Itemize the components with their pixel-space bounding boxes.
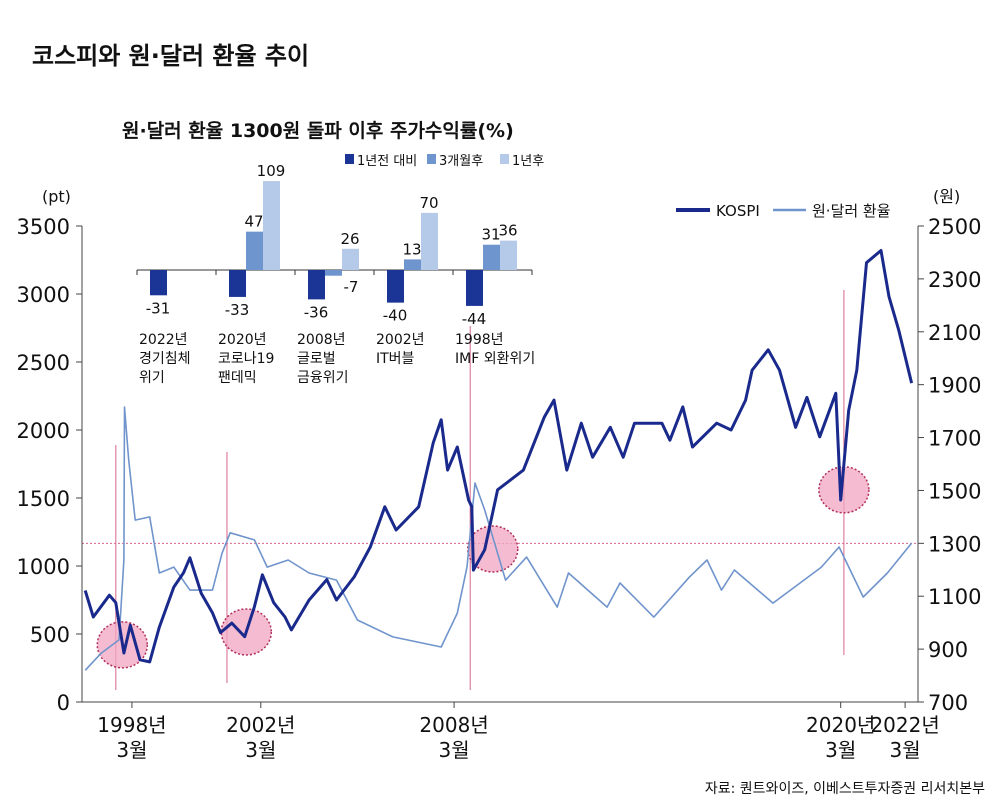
kospi-line — [83, 249, 914, 664]
inset-bar-label: -36 — [304, 303, 329, 321]
inset-category-line2: 글로벌 — [297, 351, 336, 367]
inset-bar — [342, 248, 359, 270]
left-tick-label: 2000 — [17, 419, 70, 443]
right-tick-label: 1100 — [928, 585, 981, 609]
left-tick-label: 3000 — [17, 283, 70, 307]
source-note: 자료: 퀀트와이즈, 이베스트투자증권 리서치본부 — [705, 781, 985, 797]
right-tick-label: 900 — [928, 638, 968, 662]
inset-bar-label: -40 — [383, 307, 408, 325]
inset-category-line1: 1998년 — [455, 332, 504, 348]
main-legend: KOSPI 원·달러 환율 — [676, 202, 891, 220]
x-tick-label-year: 2020년 — [806, 713, 875, 737]
inset-category-line3: 금융위기 — [297, 370, 349, 386]
inset-bar-label: -7 — [344, 278, 359, 296]
inset-category-line3: 팬데믹 — [218, 370, 257, 386]
inset-category-line1: 2008년 — [297, 332, 346, 348]
inset-bar — [325, 270, 342, 276]
right-tick-label: 1900 — [928, 374, 981, 398]
inset-bar-label: 109 — [257, 162, 286, 180]
x-tick-label-year: 2002년 — [226, 713, 295, 737]
x-tick-label-month: 3월 — [825, 738, 856, 762]
inset-bar — [483, 244, 500, 270]
inset-bar — [263, 181, 280, 270]
x-tick-label-month: 3월 — [116, 738, 147, 762]
x-tick-label-year: 1998년 — [97, 713, 166, 737]
right-tick-label: 1500 — [928, 479, 981, 503]
inset-bar-label: -33 — [225, 301, 250, 319]
inset-bar-label: 13 — [402, 240, 421, 258]
inset-bar-chart: 원·달러 환율 1300원 돌파 이후 주가수익률(%) 1년전 대비 3개월후 1… — [122, 120, 544, 386]
left-axis-unit: (pt) — [42, 187, 71, 206]
left-tick-label: 1500 — [17, 487, 70, 511]
series-layer — [83, 249, 914, 671]
right-tick-label: 1700 — [928, 427, 981, 451]
inset-category-line1: 2002년 — [376, 332, 425, 348]
inset-bar — [466, 270, 483, 306]
inset-bar-label: 36 — [498, 222, 517, 240]
right-tick-label: 2100 — [928, 321, 981, 345]
chart-title: 코스피와 원·달러 환율 추이 — [32, 42, 309, 70]
inset-category-line2: 경기침체 — [139, 351, 191, 367]
inset-category-line1: 2022년 — [139, 332, 188, 348]
right-tick-label: 1300 — [928, 532, 981, 556]
inset-legend-swatch — [427, 154, 436, 164]
inset-category-line2: IMF 외환위기 — [455, 351, 535, 367]
inset-bar — [404, 259, 421, 270]
inset-bar — [500, 240, 517, 270]
inset-bar-label: 26 — [340, 230, 359, 248]
inset-category-line3: 위기 — [139, 370, 165, 386]
inset-bar-label: -44 — [462, 310, 487, 328]
inset-legend-swatch — [500, 154, 509, 164]
axes-layer: 0 500 1000 1500 2000 2500 3000 3500 700 900 1100 13… — [17, 215, 982, 762]
left-tick-label: 1000 — [17, 555, 70, 579]
inset-bar — [246, 231, 263, 270]
fx-rate-line — [84, 406, 913, 671]
inset-legend-swatch — [345, 154, 354, 164]
inset-category-line2: 코로나19 — [218, 351, 274, 367]
left-tick-label: 3500 — [17, 215, 70, 239]
left-tick-label: 500 — [30, 623, 70, 647]
right-axis-unit: (원) — [933, 187, 960, 206]
inset-category-line1: 2020년 — [218, 332, 267, 348]
inset-legend: 1년전 대비 3개월후 1년후 — [345, 154, 544, 169]
inset-bar — [387, 270, 404, 303]
x-tick-label-month: 3월 — [245, 738, 276, 762]
legend-fx-label: 원·달러 환율 — [812, 202, 891, 220]
inset-legend-label: 1년전 대비 — [357, 154, 417, 169]
inset-bar-label: 47 — [244, 213, 263, 231]
inset-legend-label: 1년후 — [512, 154, 544, 169]
right-tick-label: 2300 — [928, 268, 981, 292]
right-tick-label: 700 — [928, 691, 968, 715]
x-tick-label-year: 2022년 — [870, 713, 939, 737]
inset-bar — [308, 270, 325, 300]
left-tick-label: 2500 — [17, 351, 70, 375]
legend-kospi-label: KOSPI — [716, 202, 760, 220]
inset-category-line2: IT버블 — [376, 351, 415, 367]
inset-bar-label: 31 — [481, 226, 500, 244]
inset-bar — [150, 270, 167, 296]
left-tick-label: 0 — [57, 691, 70, 715]
x-tick-label-year: 2008년 — [419, 713, 488, 737]
inset-bar-label: -31 — [146, 299, 171, 317]
x-tick-label-month: 3월 — [439, 738, 470, 762]
x-tick-label-month: 3월 — [890, 738, 921, 762]
inset-title: 원·달러 환율 1300원 돌파 이후 주가수익률(%) — [122, 120, 514, 142]
inset-bar — [421, 212, 438, 270]
inset-bar-label: 70 — [419, 194, 438, 212]
right-tick-label: 2500 — [928, 215, 981, 239]
annotation-layer — [82, 290, 918, 690]
inset-bar — [229, 270, 246, 297]
inset-bars: -31 -33 -36 -40 -44 47 -7 13 31 109 26 70 36 2022년경기침… — [136, 162, 535, 386]
inset-legend-label: 3개월후 — [439, 154, 483, 169]
